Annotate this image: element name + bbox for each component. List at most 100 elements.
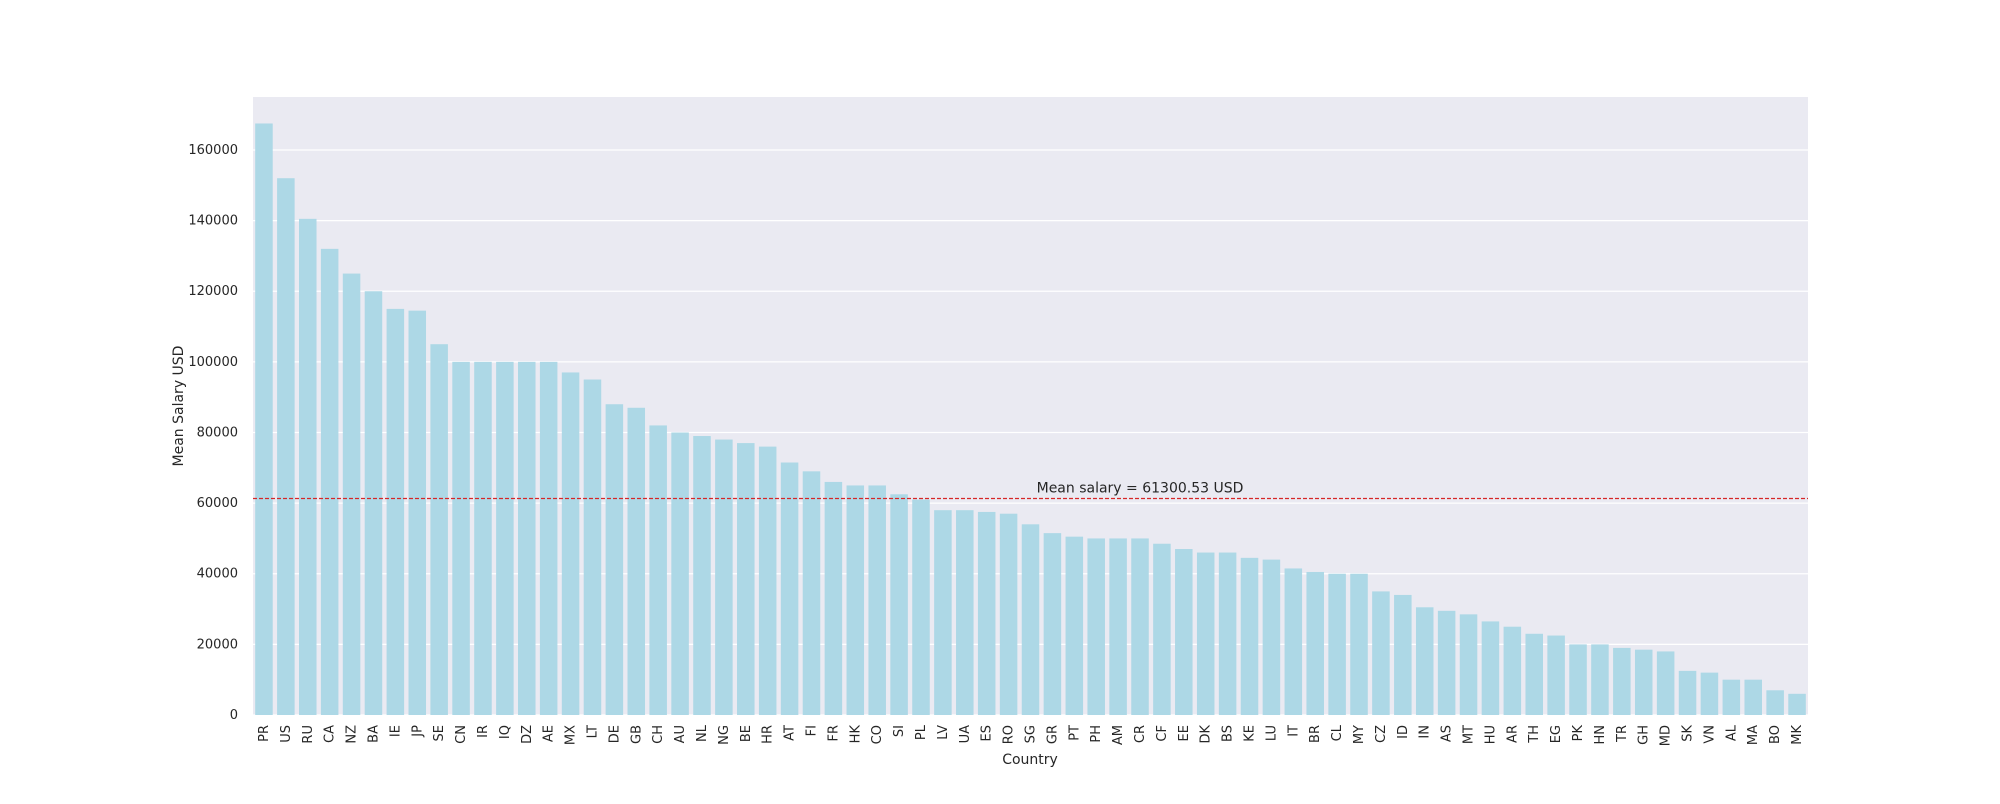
bar-se xyxy=(430,344,448,715)
x-tick-label: HN xyxy=(1593,725,1608,745)
bar-ae xyxy=(539,361,558,715)
bar-hn xyxy=(1591,644,1609,715)
y-tick-label: 160000 xyxy=(188,143,238,158)
bar-au xyxy=(671,432,689,715)
x-tick-label: AR xyxy=(1505,725,1520,743)
x-tick-label: KE xyxy=(1243,725,1258,742)
x-tick-label: GR xyxy=(1045,725,1060,744)
bar-my xyxy=(1350,573,1368,715)
y-tick-label: 80000 xyxy=(197,425,238,440)
bar-dz xyxy=(518,361,536,715)
x-tick-label: ES xyxy=(980,725,995,741)
bar-al xyxy=(1722,679,1741,715)
bar-ca xyxy=(320,248,339,715)
bar-mx xyxy=(561,372,580,715)
bar-ma xyxy=(1744,679,1763,715)
y-tick-label: 20000 xyxy=(197,637,238,652)
x-tick-label: NZ xyxy=(345,725,360,744)
x-tick-label: PL xyxy=(914,724,929,740)
x-tick-label: NL xyxy=(695,724,710,742)
bar-co xyxy=(868,485,886,715)
bar-ba xyxy=(364,291,383,715)
bar-gh xyxy=(1634,649,1653,715)
bar-hr xyxy=(758,446,777,715)
bar-ch xyxy=(649,425,667,715)
x-tick-label: CN xyxy=(454,725,469,744)
x-tick-label: MY xyxy=(1352,725,1367,744)
x-tick-label: EG xyxy=(1549,725,1564,743)
bar-lv xyxy=(934,510,952,715)
x-tick-label: AL xyxy=(1724,724,1739,741)
bar-pk xyxy=(1569,644,1587,715)
x-tick-label: AU xyxy=(673,725,688,743)
x-tick-label: BR xyxy=(1308,725,1323,743)
x-tick-label: IQ xyxy=(498,725,513,739)
bar-id xyxy=(1394,594,1412,715)
mean-line-group: Mean salary = 61300.53 USD xyxy=(253,481,1808,500)
bars xyxy=(255,123,1806,716)
x-tick-label: MX xyxy=(564,725,579,745)
bar-dk xyxy=(1196,552,1215,715)
x-tick-label: PR xyxy=(257,725,272,742)
x-tick-label: LV xyxy=(936,725,951,740)
y-tick-label: 140000 xyxy=(188,214,238,229)
x-tick-label: US xyxy=(279,725,294,743)
x-tick-label: DZ xyxy=(520,725,535,744)
x-tick-label: TR xyxy=(1615,725,1630,743)
y-tick-label: 100000 xyxy=(188,355,238,370)
bar-jp xyxy=(408,310,427,715)
bar-sk xyxy=(1678,670,1697,715)
bar-vn xyxy=(1700,672,1719,715)
x-tick-label: VN xyxy=(1702,725,1717,744)
x-tick-label: IR xyxy=(476,725,491,738)
x-tick-label: LT xyxy=(585,725,600,738)
bar-nl xyxy=(693,436,711,715)
x-tick-label: CL xyxy=(1330,724,1345,741)
bar-iq xyxy=(496,361,514,715)
x-tick-label: SE xyxy=(432,725,447,741)
bar-nz xyxy=(342,273,361,715)
bar-cr xyxy=(1131,538,1149,715)
bar-pt xyxy=(1065,536,1084,715)
bar-fr xyxy=(824,481,843,715)
x-axis-title: Country xyxy=(1002,752,1058,768)
bar-bs xyxy=(1218,552,1237,715)
x-tick-label: DE xyxy=(607,725,622,743)
x-tick-label: NG xyxy=(717,725,732,745)
x-tick-label: GB xyxy=(629,725,644,744)
x-tick-label: IN xyxy=(1418,725,1433,739)
x-tick-label: RU xyxy=(301,725,316,744)
x-tick-label: BE xyxy=(739,725,754,742)
bar-fi xyxy=(802,471,821,715)
x-tick-label: IT xyxy=(1286,725,1301,737)
x-tick-label: ID xyxy=(1396,725,1411,739)
x-tick-label: BO xyxy=(1768,725,1783,744)
x-tick-label: MA xyxy=(1746,725,1761,745)
bar-pr xyxy=(255,123,273,715)
bar-in xyxy=(1415,607,1434,715)
bar-hk xyxy=(846,485,865,715)
bar-gb xyxy=(627,407,646,715)
bar-ee xyxy=(1175,549,1193,715)
bar-bo xyxy=(1766,690,1784,715)
x-tick-label: BS xyxy=(1221,725,1236,742)
bar-ng xyxy=(715,439,733,715)
bar-mt xyxy=(1459,614,1478,715)
x-tick-label: BA xyxy=(366,725,381,743)
x-tick-label: CZ xyxy=(1374,725,1389,743)
x-tick-label: PK xyxy=(1571,725,1586,742)
bar-ro xyxy=(999,513,1018,715)
y-tick-labels: 0 20000 40000 60000 80000 100000 120000 140000 1… xyxy=(188,143,238,723)
bar-us xyxy=(277,178,295,716)
bar-gr xyxy=(1043,533,1062,715)
bar-ph xyxy=(1087,538,1105,715)
x-tick-label: EE xyxy=(1177,725,1192,741)
bar-si xyxy=(890,494,908,715)
x-tick-label: UA xyxy=(958,725,973,744)
bar-sg xyxy=(1021,524,1040,715)
x-tick-label: LU xyxy=(1264,725,1279,741)
bar-de xyxy=(605,404,624,715)
x-tick-label: TH xyxy=(1527,725,1542,744)
y-tick-label: 40000 xyxy=(197,567,238,582)
